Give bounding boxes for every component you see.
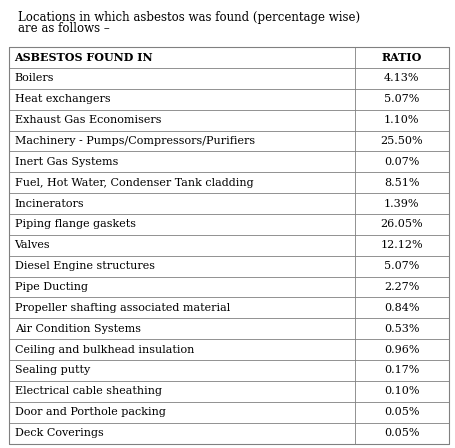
- Text: Incinerators: Incinerators: [15, 198, 84, 209]
- Text: 26.05%: 26.05%: [380, 220, 422, 229]
- Text: are as follows –: are as follows –: [18, 22, 110, 34]
- Text: Air Condition Systems: Air Condition Systems: [15, 324, 140, 334]
- Text: 0.05%: 0.05%: [383, 428, 419, 438]
- Text: Propeller shafting associated material: Propeller shafting associated material: [15, 303, 229, 313]
- Text: Diesel Engine structures: Diesel Engine structures: [15, 261, 154, 271]
- Text: Fuel, Hot Water, Condenser Tank cladding: Fuel, Hot Water, Condenser Tank cladding: [15, 178, 253, 188]
- Text: Electrical cable sheathing: Electrical cable sheathing: [15, 386, 161, 396]
- Text: Deck Coverings: Deck Coverings: [15, 428, 103, 438]
- Text: Door and Porthole packing: Door and Porthole packing: [15, 407, 165, 417]
- Text: 12.12%: 12.12%: [380, 240, 422, 250]
- Text: Ceiling and bulkhead insulation: Ceiling and bulkhead insulation: [15, 345, 193, 355]
- Text: 0.53%: 0.53%: [383, 324, 419, 334]
- Text: Valves: Valves: [15, 240, 50, 250]
- Text: Sealing putty: Sealing putty: [15, 366, 90, 375]
- Text: 25.50%: 25.50%: [380, 136, 422, 146]
- Text: 0.05%: 0.05%: [383, 407, 419, 417]
- Text: Inert Gas Systems: Inert Gas Systems: [15, 157, 118, 167]
- Text: Boilers: Boilers: [15, 73, 54, 83]
- Text: 0.07%: 0.07%: [383, 157, 419, 167]
- Text: Machinery - Pumps/Compressors/Purifiers: Machinery - Pumps/Compressors/Purifiers: [15, 136, 254, 146]
- Text: 0.10%: 0.10%: [383, 386, 419, 396]
- Text: Exhaust Gas Economisers: Exhaust Gas Economisers: [15, 115, 161, 125]
- Text: RATIO: RATIO: [381, 52, 421, 63]
- Text: 5.07%: 5.07%: [383, 261, 419, 271]
- Text: Piping flange gaskets: Piping flange gaskets: [15, 220, 135, 229]
- Text: Pipe Ducting: Pipe Ducting: [15, 282, 87, 292]
- Text: 2.27%: 2.27%: [383, 282, 419, 292]
- Text: 8.51%: 8.51%: [383, 178, 419, 188]
- Text: 1.39%: 1.39%: [383, 198, 419, 209]
- Text: ASBESTOS FOUND IN: ASBESTOS FOUND IN: [15, 52, 153, 63]
- Text: Heat exchangers: Heat exchangers: [15, 94, 110, 104]
- Text: 0.96%: 0.96%: [383, 345, 419, 355]
- Text: 5.07%: 5.07%: [383, 94, 419, 104]
- Text: 0.17%: 0.17%: [383, 366, 419, 375]
- Text: Locations in which asbestos was found (percentage wise): Locations in which asbestos was found (p…: [18, 11, 359, 24]
- Text: 4.13%: 4.13%: [383, 73, 419, 83]
- Text: 0.84%: 0.84%: [383, 303, 419, 313]
- Text: 1.10%: 1.10%: [383, 115, 419, 125]
